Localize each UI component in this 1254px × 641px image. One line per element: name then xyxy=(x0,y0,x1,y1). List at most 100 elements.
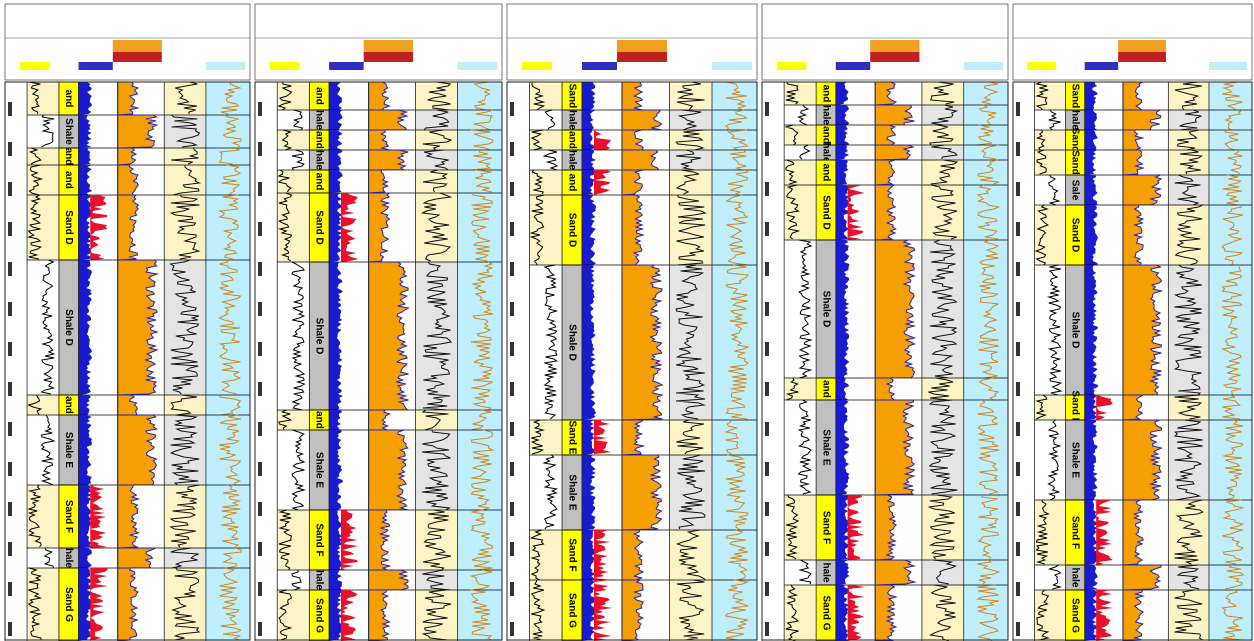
depth-tick xyxy=(258,182,262,196)
density-curve xyxy=(473,81,492,111)
track-bg xyxy=(457,410,502,430)
depth-tick xyxy=(1016,142,1020,156)
gr-curve xyxy=(291,149,305,171)
depth-tick xyxy=(765,542,769,556)
depth-tick xyxy=(258,422,262,436)
density-curve xyxy=(469,569,493,591)
track-bg xyxy=(415,110,458,130)
zone-label: Sand D xyxy=(314,210,325,244)
header-swatch xyxy=(363,52,414,62)
res-fill xyxy=(1084,150,1098,175)
track-bg xyxy=(1034,590,1066,641)
res-fill xyxy=(835,145,850,160)
depth-tick xyxy=(258,542,262,556)
res-fill xyxy=(582,580,596,641)
track-bg xyxy=(784,145,817,160)
sonic-curve xyxy=(422,261,453,411)
track-bg xyxy=(963,105,1008,125)
sonic-curve xyxy=(931,144,958,160)
zone-label: and xyxy=(314,411,325,429)
res-fill xyxy=(835,185,850,240)
sonic-curve xyxy=(676,419,705,455)
depth-tick xyxy=(765,302,769,316)
zone-label: and xyxy=(314,173,325,191)
por-fill xyxy=(1122,394,1144,421)
depth-tick xyxy=(1016,502,1020,516)
gr-curve xyxy=(542,454,559,530)
por-fill xyxy=(874,377,896,401)
track-bg xyxy=(457,193,502,262)
track-bg xyxy=(1034,175,1066,205)
track-bg xyxy=(1168,110,1209,130)
header-swatch xyxy=(617,40,667,52)
track-bg xyxy=(921,585,964,641)
zone-label: hale xyxy=(820,105,831,125)
track-bg xyxy=(1034,205,1066,265)
res-fill xyxy=(329,193,343,262)
sonic-curve xyxy=(675,149,702,171)
header-swatch xyxy=(1208,62,1248,70)
por-fill xyxy=(1122,264,1164,396)
sonic-curve xyxy=(175,81,198,115)
track-bg xyxy=(457,150,502,170)
depth-tick xyxy=(765,142,769,156)
res-fill-red xyxy=(340,590,358,641)
density-curve xyxy=(725,454,749,530)
por-fill xyxy=(117,414,159,486)
gr-curve xyxy=(27,484,42,548)
zone-label: hale xyxy=(314,110,325,130)
header-swatch xyxy=(19,62,50,70)
res-fill xyxy=(1084,130,1099,150)
gr-curve xyxy=(798,239,813,379)
res-fill xyxy=(78,115,92,148)
track-bg xyxy=(277,410,310,430)
header-swatch xyxy=(78,62,113,70)
track-bg xyxy=(415,130,458,150)
header-swatch xyxy=(1084,62,1119,70)
res-fill-red xyxy=(847,185,865,240)
res-fill-red xyxy=(1096,590,1114,641)
sonic-curve xyxy=(1173,264,1202,396)
track-bg xyxy=(1208,265,1252,395)
por-fill xyxy=(117,114,159,149)
track-bg xyxy=(921,400,964,495)
zone-label: and xyxy=(63,148,74,166)
res-fill xyxy=(835,82,849,105)
density-curve xyxy=(724,109,749,131)
depth-tick xyxy=(8,542,12,556)
gr-curve xyxy=(1047,419,1062,501)
res-fill-red xyxy=(90,485,108,548)
gr-curve xyxy=(291,569,302,591)
res-fill xyxy=(582,455,596,530)
track-bg xyxy=(712,530,757,580)
sonic-curve xyxy=(172,164,202,196)
gr-curve xyxy=(797,399,813,495)
res-fill xyxy=(329,82,342,110)
por-fill xyxy=(1122,589,1146,641)
track-bg xyxy=(415,590,458,641)
res-fill xyxy=(329,410,342,430)
track-bg xyxy=(784,400,817,495)
depth-tick xyxy=(258,382,262,396)
density-curve xyxy=(1224,564,1245,590)
track-bg xyxy=(784,82,817,105)
por-fill xyxy=(621,419,646,456)
density-curve xyxy=(1221,204,1244,266)
res-fill-red xyxy=(1096,500,1113,565)
sonic-curve xyxy=(427,81,452,111)
depth-tick xyxy=(765,382,769,396)
res-fill xyxy=(835,105,850,125)
depth-tick xyxy=(8,182,12,196)
gr-curve xyxy=(278,509,293,571)
depth-tick xyxy=(1016,582,1020,596)
res-fill xyxy=(1084,175,1098,205)
por-fill xyxy=(621,169,644,196)
track-bg xyxy=(529,150,562,170)
depth-track xyxy=(1013,82,1035,641)
zone-label: Sand D xyxy=(820,195,831,229)
density-curve xyxy=(221,547,242,569)
track-bg xyxy=(164,260,206,395)
track-bg xyxy=(784,240,817,378)
depth-tick xyxy=(258,622,262,636)
